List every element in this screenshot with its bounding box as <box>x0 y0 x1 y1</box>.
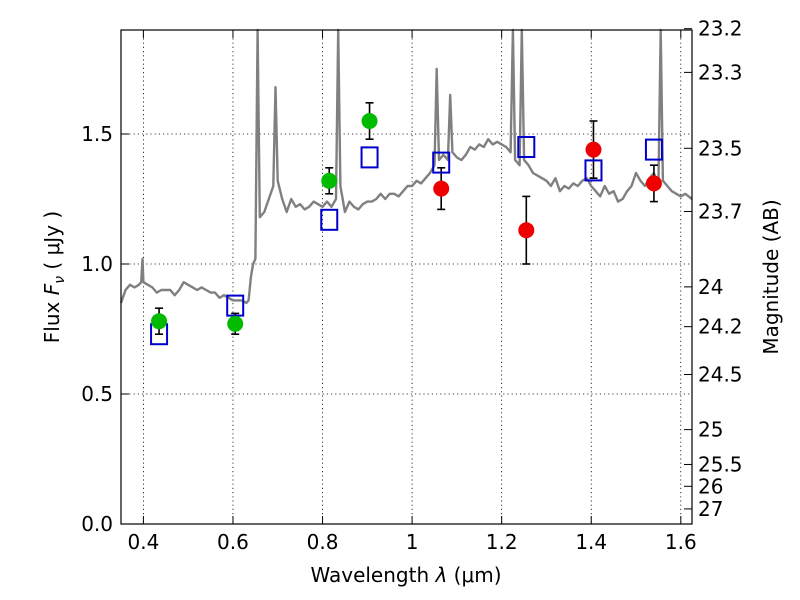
observed-photometry-point <box>361 113 378 129</box>
grid-lines <box>121 30 692 525</box>
observed-photometry-point <box>518 222 535 239</box>
x-tick-label: 1.2 <box>486 530 518 554</box>
y-axis-label: Flux Fν ( μJy ) <box>40 211 68 343</box>
x-tick-label: 0.8 <box>307 530 339 554</box>
spectrum-line <box>119 28 693 305</box>
observed-photometry-point <box>227 315 244 332</box>
spectrum-series <box>119 28 693 305</box>
x-tick-label: 0.6 <box>217 530 249 554</box>
x-tick-label: 0.4 <box>127 530 159 554</box>
observed-photometry-point <box>585 141 602 158</box>
right-tick-label: 24.5 <box>698 363 743 387</box>
model-photometry-square <box>517 136 536 158</box>
right-tick-label: 25.5 <box>698 452 743 476</box>
error-bars <box>155 102 658 336</box>
y-tick-label: 1.5 <box>81 122 113 146</box>
observed-photometry-point <box>321 172 338 189</box>
model-photometry-square <box>432 151 451 174</box>
observed-photometry-point <box>645 175 662 192</box>
model-photometry-square <box>360 146 379 169</box>
right-tick-label: 26 <box>698 474 723 498</box>
right-tick-label: 27 <box>698 497 723 521</box>
observed-photometry-point <box>151 313 168 330</box>
y-tick-label: 0.0 <box>81 512 113 536</box>
right-tick-label: 24 <box>698 275 723 299</box>
right-tick-label: 23.3 <box>698 60 743 84</box>
x-tick-label: 1.6 <box>665 530 697 554</box>
right-tick-label: 23.2 <box>698 17 743 41</box>
x-tick-label: 1 <box>406 530 419 554</box>
observed-photometry-point <box>433 180 450 197</box>
model-photometry-series <box>150 136 663 346</box>
model-photometry-square <box>320 208 339 231</box>
right-tick-label: 23.5 <box>698 136 743 160</box>
plot-frame <box>120 29 693 525</box>
y-tick-label: 1.0 <box>81 252 113 276</box>
model-photometry-square <box>644 138 663 161</box>
right-tick-label: 23.7 <box>698 199 743 223</box>
model-photometry-square <box>584 159 603 182</box>
observed-photometry-series <box>151 113 662 332</box>
x-axis-label: Wavelength λ (μm) <box>310 563 501 587</box>
y-tick-label: 0.5 <box>81 382 113 406</box>
right-tick-label: 24.2 <box>698 315 743 339</box>
axis-ticks: 0.4 0.6 0.8 1 1.2 1.4 1.6 0.0 0.5 1.0 1.5 23.2 23.3 2… <box>81 17 742 554</box>
right-tick-label: 25 <box>698 418 723 442</box>
model-photometry-square <box>226 294 245 317</box>
right-axis-label: Magnitude (AB) <box>759 199 783 354</box>
x-tick-label: 1.4 <box>575 530 607 554</box>
